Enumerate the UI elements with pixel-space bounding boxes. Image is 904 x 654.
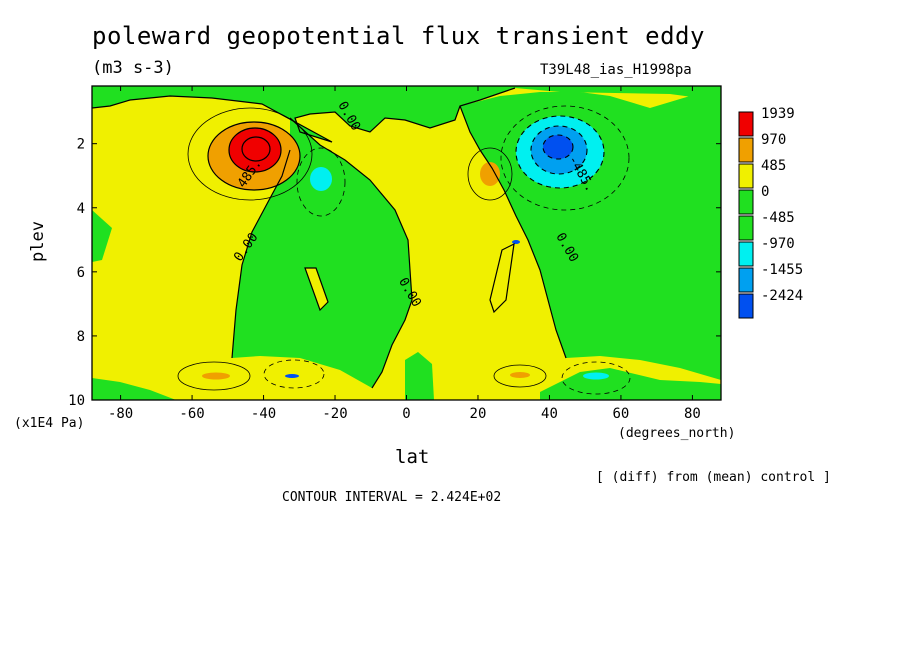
legend-label: 485 (761, 158, 786, 174)
contour-neg485-north (515, 115, 605, 189)
y-tick-label: 2 (77, 137, 85, 153)
contour-zero-island-north (489, 242, 515, 314)
legend-swatch (738, 293, 754, 319)
chart-title: poleward geopotential flux transient edd… (92, 22, 705, 50)
x-tick-label: 80 (684, 406, 701, 422)
x-tick-label: -40 (251, 406, 276, 422)
run-id: T39L48_ias_H1998pa (540, 62, 692, 78)
diff-note: [ (diff) from (mean) control ] (596, 470, 831, 485)
contour-485-south (207, 121, 301, 191)
y-tick-label: 8 (77, 329, 85, 345)
x-tick-label: 20 (470, 406, 487, 422)
fill-yellow-island-north (490, 244, 514, 312)
x-tick-label: -60 (179, 406, 204, 422)
fill-green-west-strip (92, 210, 112, 262)
contour-neg-low-north (561, 361, 631, 395)
legend-swatch (738, 189, 754, 215)
contour-zero-north (459, 105, 567, 359)
legend-label: 970 (761, 132, 786, 148)
legend-label: 1939 (761, 106, 795, 122)
legend-label: -2424 (761, 288, 803, 304)
fill-blue-low-south (285, 374, 299, 378)
x-axis-unit: (degrees_north) (618, 426, 736, 441)
fill-cyan-low-north (583, 372, 609, 380)
x-tick-label: 0 (402, 406, 410, 422)
x-tick-label: -80 (108, 406, 133, 422)
legend-label: 0 (761, 184, 769, 200)
contour-pos-low-south (177, 361, 251, 391)
contour-neg1455-north (542, 134, 574, 160)
contour-zero-south-west (231, 149, 291, 359)
legend-swatch (738, 267, 754, 293)
x-axis-label: lat (395, 446, 430, 468)
fill-green-bottom-mid (405, 352, 434, 400)
contour-neg-low-south (263, 359, 325, 389)
fill-blue-north-min (543, 135, 573, 159)
chart-units: (m3 s-3) (92, 58, 174, 78)
legend-swatch (738, 241, 754, 267)
fill-red-south-max (229, 128, 281, 172)
contour-neg-south-lobe (296, 147, 346, 217)
contour-neg970-north (530, 125, 588, 175)
fill-cyan-south-lobe (310, 167, 332, 191)
legend-label: -485 (761, 210, 795, 226)
contour-970-south (228, 127, 282, 173)
fill-orange-low-south (202, 372, 230, 380)
legend-label: -1455 (761, 262, 803, 278)
fill-blue-speck-north (512, 240, 520, 244)
contour-1455-south (241, 136, 271, 162)
x-tick-label: 40 (541, 406, 558, 422)
x-tick-label: -20 (322, 406, 347, 422)
y-tick-label: 6 (77, 265, 85, 281)
x-tick-label: 60 (613, 406, 630, 422)
y-axis-label: plev (28, 221, 48, 262)
legend-swatch (738, 215, 754, 241)
legend-label: -970 (761, 236, 795, 252)
fill-yellow-island-south (305, 268, 328, 310)
legend-swatch (738, 137, 754, 163)
contour-zero-top (92, 87, 516, 143)
contour-zero-south (289, 117, 413, 389)
fill-orange-north-lobe (480, 162, 500, 186)
x-axis: -80 -60 -40 -20 0 20 40 60 80 (108, 86, 701, 422)
contour-outer-south (187, 107, 313, 201)
color-legend: 1939 970 485 0 -485 -970 -1455 -2424 (738, 106, 803, 319)
y-tick-label: 4 (77, 201, 85, 217)
contour-485-north-lobe (467, 147, 513, 201)
fill-green-top (92, 86, 721, 142)
contour-zero-island-south (304, 267, 329, 312)
contour-interval: CONTOUR INTERVAL = 2.424E+02 (282, 490, 502, 505)
fill-green-east-strip (704, 216, 721, 250)
legend-swatch (738, 111, 754, 137)
contour-pos-low-north (493, 364, 547, 388)
contour-neg-outer-north (500, 105, 630, 211)
y-tick-label: 10 (68, 393, 85, 409)
fill-green-bottom-left (92, 378, 176, 400)
legend-swatch (738, 163, 754, 189)
y-axis-unit: (x1E4 Pa) (14, 416, 85, 431)
y-axis: 2 4 6 8 10 (68, 137, 721, 409)
fill-orange-low-north (510, 372, 530, 378)
